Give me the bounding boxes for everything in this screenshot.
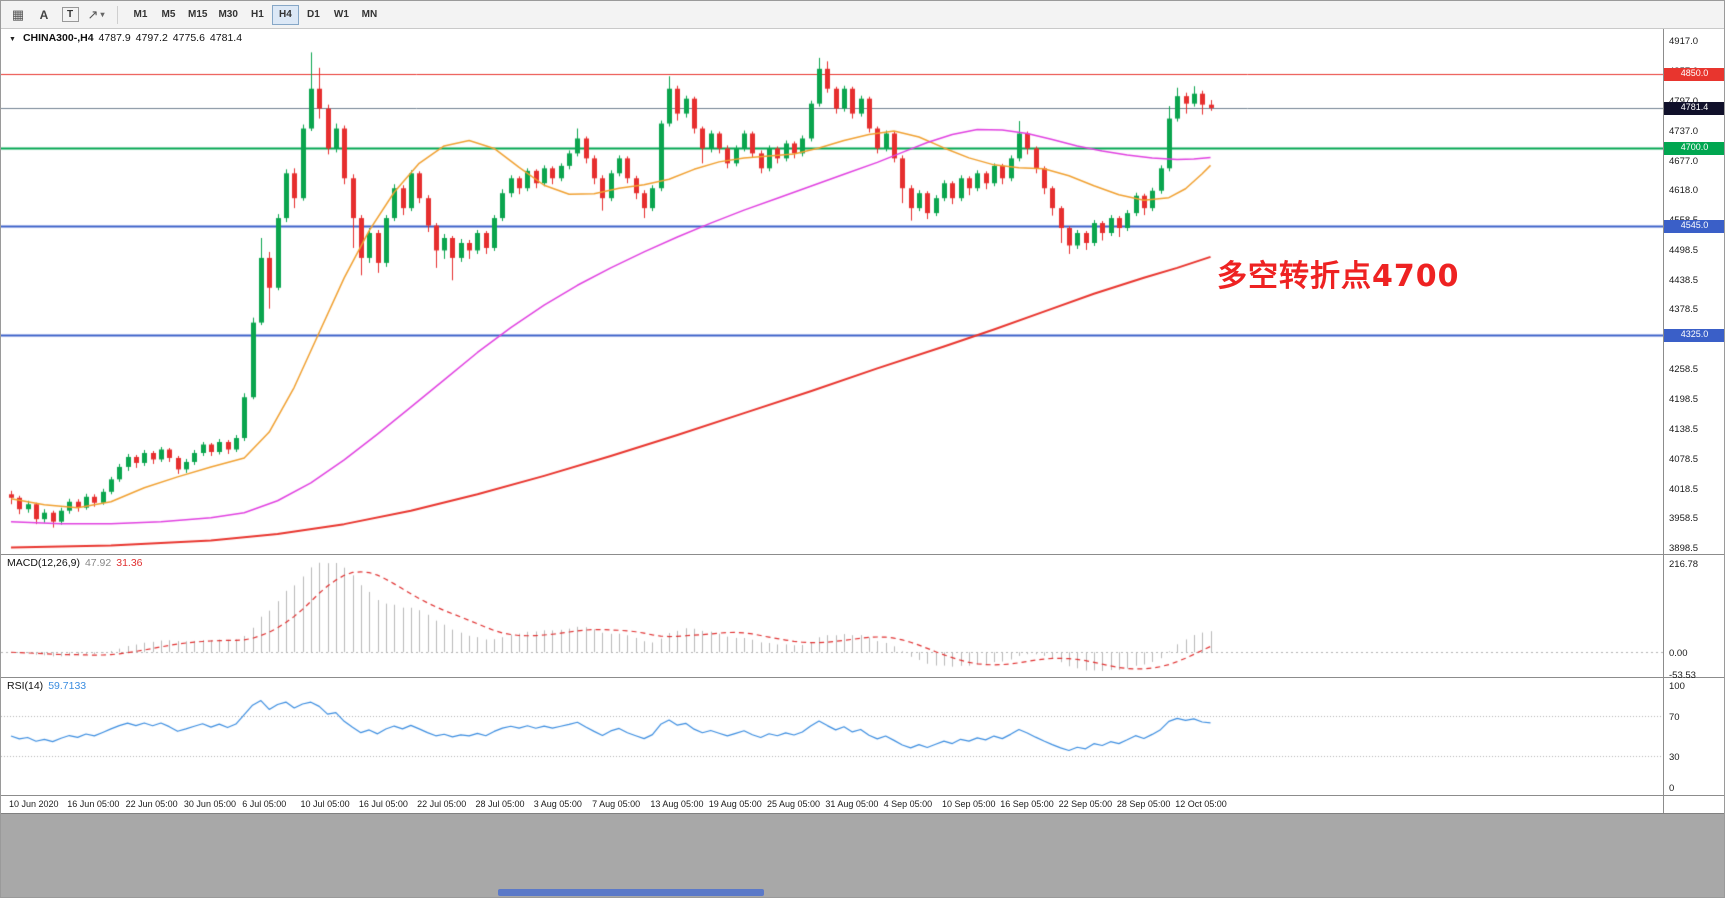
text-tool-button[interactable]: T <box>58 4 82 26</box>
macd-main-value: 47.92 <box>84 557 112 569</box>
rsi-axis-label: 0 <box>1669 782 1675 794</box>
pane-divider-macd[interactable] <box>1 554 1724 555</box>
ohlc-close: 4781.4 <box>209 32 243 44</box>
ohlc-high: 4797.2 <box>135 32 168 44</box>
macd-axis-label: -53.53 <box>1669 670 1696 682</box>
time-axis-label: 6 Jul 05:00 <box>242 799 287 809</box>
hline-price-tag: 4325.0 <box>1664 329 1724 343</box>
timeframe-button-w1[interactable]: W1 <box>333 9 349 20</box>
time-axis-label: 16 Sep 05:00 <box>1000 799 1054 809</box>
time-axis-label: 4 Sep 05:00 <box>883 799 933 809</box>
rsi-pane-canvas[interactable] <box>1 677 1663 795</box>
macd-header: MACD(12,26,9) 47.92 31.36 <box>7 557 143 569</box>
scrollbar-thumb[interactable] <box>498 889 764 896</box>
hline-price-tag: 4700.0 <box>1664 142 1724 156</box>
time-axis-label: 19 Aug 05:00 <box>708 799 762 809</box>
price-axis-label: 4438.5 <box>1669 274 1699 286</box>
timeframe-button-m1[interactable]: M1 <box>133 9 148 20</box>
price-axis-label: 4797.0 <box>1669 96 1698 107</box>
font-tool-button[interactable]: A <box>32 4 56 26</box>
time-axis-label: 28 Jul 05:00 <box>475 799 525 809</box>
rsi-axis-label: 70 <box>1669 711 1680 723</box>
rsi-axis-label: 30 <box>1669 752 1680 764</box>
price-axis-label: 4078.5 <box>1669 453 1699 465</box>
price-axis-label: 4737.0 <box>1669 126 1699 138</box>
rsi-axis-label: 100 <box>1669 681 1685 693</box>
time-axis-label: 28 Sep 05:00 <box>1116 799 1171 809</box>
timeframe-button-m30[interactable]: M30 <box>218 9 238 20</box>
macd-axis-label: 216.78 <box>1669 558 1699 570</box>
grid-tool-button[interactable]: ▦ <box>6 4 30 26</box>
time-axis-label: 10 Jul 05:00 <box>300 799 350 809</box>
ohlc-open: 4787.9 <box>98 32 131 44</box>
timeframe-button-m5[interactable]: M5 <box>161 9 176 20</box>
time-axis-label: 22 Sep 05:00 <box>1058 799 1113 809</box>
time-axis-label: 25 Aug 05:00 <box>767 799 821 809</box>
pane-divider-rsi[interactable] <box>1 677 1724 678</box>
draw-arrow-tool-button[interactable]: ↗ ▾ <box>84 4 108 26</box>
timeframe-button-mn[interactable]: MN <box>361 9 378 20</box>
time-axis-label: 10 Jun 2020 <box>9 799 59 809</box>
time-axis-border <box>1 795 1724 796</box>
price-axis-label: 4198.5 <box>1669 393 1699 405</box>
time-axis-label: 30 Jun 05:00 <box>183 799 236 809</box>
price-axis-border <box>1663 29 1664 813</box>
timeframe-group: M1 M5 M15 M30 H1 H4 D1 W1 MN <box>127 4 383 25</box>
chevron-down-icon: ▾ <box>100 10 105 19</box>
time-axis-label: 7 Aug 05:00 <box>592 799 641 809</box>
grid-icon: ▦ <box>11 6 25 22</box>
time-axis-label: 3 Aug 05:00 <box>533 799 582 809</box>
rsi-value: 59.7133 <box>48 680 87 692</box>
toolbar: ▦ A T ↗ ▾ M1 M5 M15 M30 H1 H4 D1 W1 MN <box>1 1 1724 29</box>
time-axis-label: 13 Aug 05:00 <box>650 799 704 809</box>
time-axis-label: 22 Jul 05:00 <box>417 799 467 809</box>
macd-label: MACD(12,26,9) <box>7 557 80 569</box>
text-tool-icon: T <box>61 7 79 22</box>
price-axis-label: 4258.5 <box>1669 364 1699 376</box>
ohlc-low: 4775.6 <box>172 32 205 44</box>
time-axis-label: 16 Jul 05:00 <box>358 799 408 809</box>
chart-annotation-text[interactable]: 多空转折点4700 <box>1217 259 1460 294</box>
symbol-timeframe-label: CHINA300-,H4 <box>22 32 94 44</box>
price-axis-label: 4378.5 <box>1669 304 1699 316</box>
macd-signal-value: 31.36 <box>116 557 143 569</box>
time-axis-label: 10 Sep 05:00 <box>941 799 996 809</box>
price-axis-label: 4018.5 <box>1669 483 1699 495</box>
arrow-tool-icon: ↗ <box>87 6 99 22</box>
font-a-label: A <box>39 7 49 22</box>
window-footer <box>1 813 1724 897</box>
bid-price-tag: 4781.4 <box>1664 101 1724 115</box>
price-chart-canvas[interactable] <box>1 29 1663 554</box>
rsi-label: RSI(14) <box>7 680 44 692</box>
timeframe-button-h4[interactable]: H4 <box>271 4 299 25</box>
chart-title: ▼ CHINA300-,H4 4787.9 4797.2 4775.6 4781… <box>9 32 242 44</box>
time-axis-label: 12 Oct 05:00 <box>1175 799 1227 809</box>
price-axis-label: 4677.0 <box>1669 155 1699 167</box>
macd-pane-canvas[interactable] <box>1 554 1663 677</box>
timeframe-button-d1[interactable]: D1 <box>307 9 320 20</box>
timeframe-button-m15[interactable]: M15 <box>188 9 208 20</box>
price-axis-label: 4138.5 <box>1669 423 1699 435</box>
time-axis-label: 31 Aug 05:00 <box>825 799 879 809</box>
macd-axis-label: 0.00 <box>1669 648 1688 660</box>
toolbar-separator <box>117 5 118 24</box>
quick-trade-arrow-icon[interactable]: ▼ <box>9 36 16 43</box>
time-axis-label: 16 Jun 05:00 <box>67 799 120 809</box>
price-axis-label: 3898.5 <box>1669 543 1699 555</box>
price-axis-label: 3958.5 <box>1669 513 1699 525</box>
price-axis-label: 4618.0 <box>1669 185 1699 197</box>
chart-area: ▼ CHINA300-,H4 4787.9 4797.2 4775.6 4781… <box>1 29 1724 813</box>
timeframe-button-h1[interactable]: H1 <box>251 9 264 20</box>
price-axis-label: 4498.5 <box>1669 244 1699 256</box>
hline-price-tag: 4545.0 <box>1664 219 1724 233</box>
rsi-header: RSI(14) 59.7133 <box>7 680 86 692</box>
hline-price-tag: 4850.0 <box>1664 67 1724 81</box>
price-axis-label: 4917.0 <box>1669 36 1699 48</box>
time-axis-label: 22 Jun 05:00 <box>125 799 178 809</box>
